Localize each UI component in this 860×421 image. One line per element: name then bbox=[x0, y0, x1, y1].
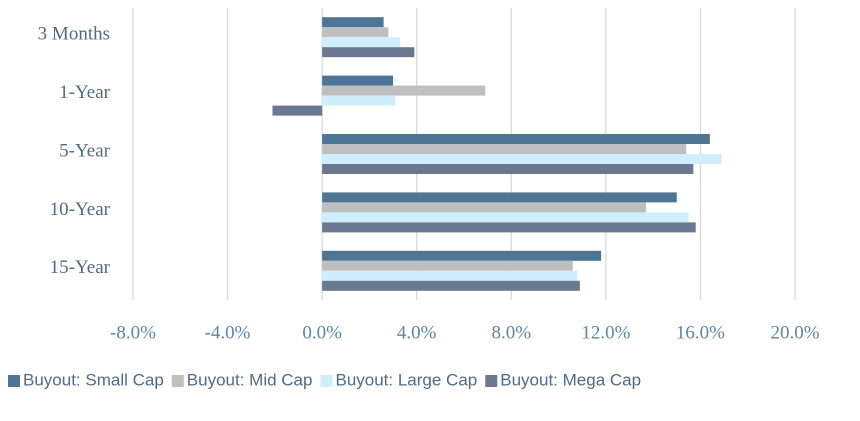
category-label: 10-Year bbox=[50, 199, 111, 220]
bar bbox=[322, 75, 394, 86]
bar bbox=[322, 37, 401, 48]
x-tick-label: 16.0% bbox=[676, 322, 725, 343]
legend-label: Buyout: Mid Cap bbox=[187, 370, 313, 389]
category-label: 1-Year bbox=[59, 82, 111, 103]
x-tick-label: 8.0% bbox=[491, 322, 531, 343]
bar bbox=[272, 105, 323, 116]
legend-swatch bbox=[320, 375, 333, 387]
legend-label: Buyout: Mega Cap bbox=[500, 370, 641, 389]
bar bbox=[322, 250, 602, 261]
x-tick-label: -8.0% bbox=[110, 322, 156, 343]
legend-swatch bbox=[485, 375, 498, 387]
bar bbox=[322, 280, 580, 291]
bar bbox=[322, 222, 696, 233]
bar bbox=[322, 202, 647, 213]
category-label: 3 Months bbox=[38, 24, 110, 45]
x-tick-label: 12.0% bbox=[581, 322, 630, 343]
legend-label: Buyout: Small Cap bbox=[23, 370, 164, 389]
x-tick-label: 0.0% bbox=[302, 322, 342, 343]
bar bbox=[322, 164, 694, 174]
x-tick-label: 20.0% bbox=[770, 322, 819, 343]
bar bbox=[322, 95, 396, 106]
x-tick-label: -4.0% bbox=[205, 322, 251, 343]
bar bbox=[322, 270, 578, 281]
bar bbox=[322, 85, 486, 96]
bar bbox=[322, 27, 389, 38]
bar bbox=[322, 212, 689, 223]
bar bbox=[322, 47, 415, 58]
bar bbox=[322, 154, 722, 164]
category-label: 15-Year bbox=[50, 257, 111, 278]
legend-label: Buyout: Large Cap bbox=[335, 370, 477, 389]
category-label: 5-Year bbox=[59, 140, 111, 161]
x-tick-label: 4.0% bbox=[397, 322, 437, 343]
bar bbox=[322, 17, 384, 28]
legend-swatch bbox=[8, 375, 20, 387]
legend-swatch bbox=[171, 375, 184, 387]
bar bbox=[322, 144, 687, 154]
bar bbox=[322, 192, 677, 203]
bar bbox=[322, 260, 573, 271]
bar bbox=[322, 134, 710, 144]
